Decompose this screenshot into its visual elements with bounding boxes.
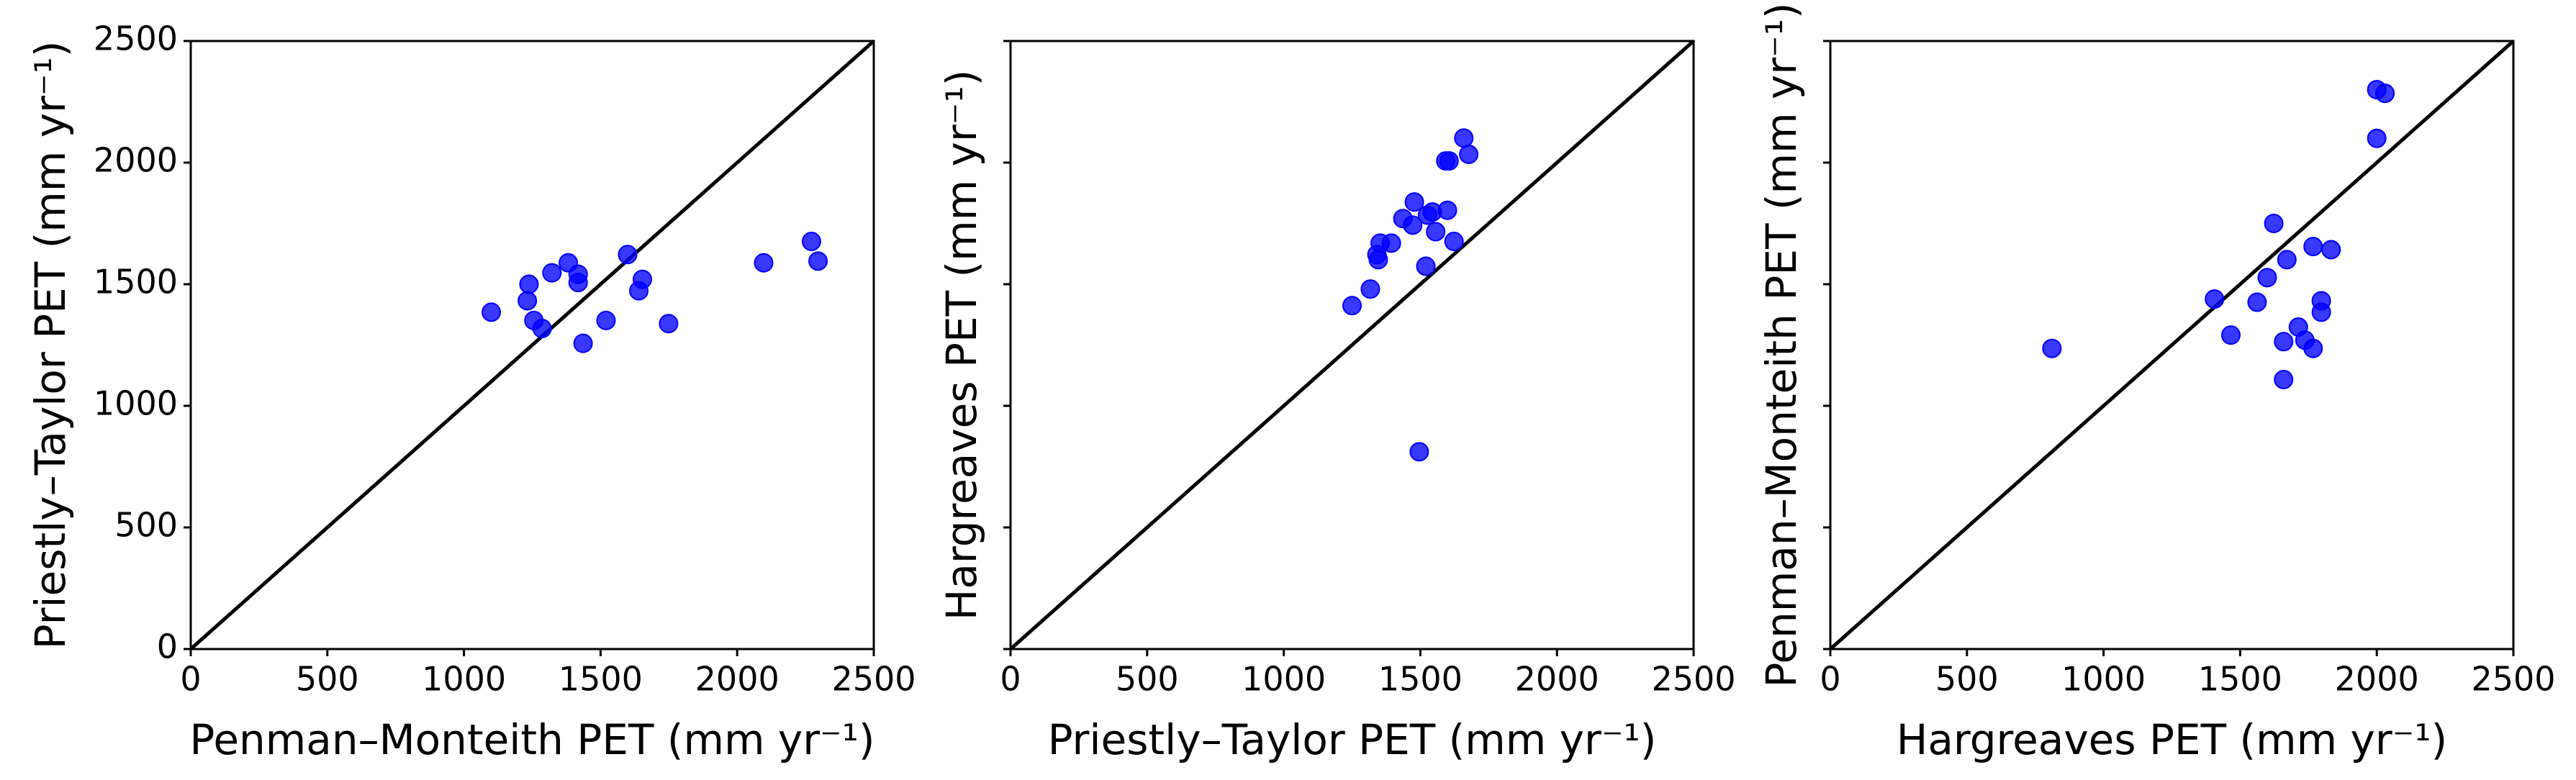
point: [2303, 237, 2323, 257]
point: [808, 251, 828, 271]
y-axis-label: Hargreaves PET (mm yr⁻¹): [937, 70, 986, 620]
plot-frame: [189, 40, 875, 650]
point: [1409, 442, 1429, 462]
point: [2277, 250, 2297, 270]
point: [801, 232, 821, 252]
y-tick-label: 1000: [94, 384, 178, 423]
point: [2375, 83, 2395, 104]
y-tick-label: 500: [114, 506, 178, 545]
point: [2247, 292, 2267, 312]
x-tick-label: 0: [180, 660, 201, 699]
plot-frame: [1009, 40, 1695, 650]
x-axis-label: Penman–Monteith PET (mm yr⁻¹): [189, 715, 875, 764]
x-axis-label: Hargreaves PET (mm yr⁻¹): [1897, 715, 2447, 764]
x-tick-label: 2000: [1515, 660, 1599, 699]
point: [1426, 222, 1446, 242]
y-axis-label: Penman–Monteith PET (mm yr⁻¹): [1757, 2, 1806, 687]
point: [1360, 279, 1380, 299]
x-axis-label: Priestly–Taylor PET (mm yr⁻¹): [1048, 715, 1657, 764]
point: [573, 333, 593, 353]
point: [1437, 200, 1458, 220]
plot-frame: [1829, 40, 2515, 650]
x-tick-label: 500: [1116, 660, 1179, 699]
point: [542, 263, 562, 283]
point: [2264, 214, 2284, 233]
x-tick-label: 1000: [1242, 660, 1326, 699]
point: [2367, 128, 2387, 148]
x-tick-label: 2500: [1651, 660, 1735, 699]
point: [1444, 232, 1464, 252]
point: [596, 310, 616, 330]
x-tick-label: 1000: [2061, 660, 2146, 699]
point: [532, 319, 552, 339]
one-to-one-line: [1009, 40, 1695, 650]
y-tick-label: 1500: [94, 263, 178, 301]
point: [1459, 145, 1479, 165]
point: [1404, 192, 1424, 212]
point: [2042, 338, 2062, 358]
point: [1439, 151, 1459, 171]
point: [1416, 256, 1436, 276]
x-tick-label: 0: [1820, 660, 1840, 699]
point: [2303, 338, 2323, 358]
point: [482, 302, 502, 322]
one-to-one-line: [1829, 40, 2515, 650]
y-axis-label: Priestly–Taylor PET (mm yr⁻¹): [26, 41, 75, 650]
x-tick-label: 1500: [1378, 660, 1463, 699]
point: [2321, 240, 2341, 260]
point: [1403, 215, 1423, 235]
point: [2257, 268, 2277, 288]
x-tick-label: 2000: [695, 660, 779, 699]
point: [1454, 128, 1474, 148]
x-tick-label: 1000: [422, 660, 506, 699]
x-tick-label: 1500: [559, 660, 643, 699]
y-tick-label: 2000: [94, 141, 178, 180]
x-tick-label: 500: [296, 660, 359, 699]
point: [2274, 369, 2294, 389]
one-to-one-line: [189, 40, 875, 650]
x-tick-label: 0: [1000, 660, 1021, 699]
point: [2311, 302, 2331, 322]
point: [659, 314, 679, 334]
point: [1368, 250, 1388, 270]
x-tick-label: 2500: [831, 660, 916, 699]
x-tick-label: 2000: [2335, 660, 2419, 699]
x-tick-label: 1500: [2198, 660, 2282, 699]
x-tick-label: 500: [1935, 660, 1999, 699]
point: [518, 291, 538, 311]
point: [618, 245, 638, 265]
point: [629, 281, 649, 301]
point: [1370, 233, 1391, 253]
point: [519, 274, 539, 294]
x-tick-label: 2500: [2471, 660, 2555, 699]
point: [1342, 296, 1362, 316]
point: [2274, 332, 2294, 352]
point: [2205, 289, 2225, 309]
y-tick-label: 2500: [94, 19, 178, 58]
point: [754, 253, 774, 273]
point: [2220, 325, 2241, 345]
y-tick-label: 0: [157, 627, 178, 666]
point: [568, 273, 588, 293]
